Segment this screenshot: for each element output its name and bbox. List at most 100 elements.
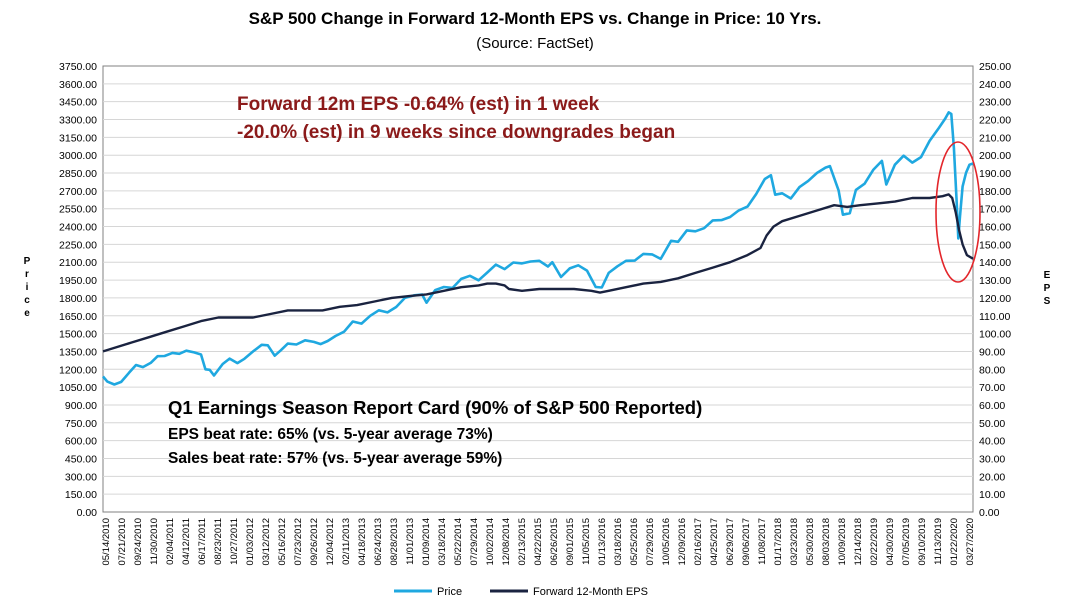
series-line-price (101, 111, 974, 386)
y-tick-label: 1950.00 (59, 275, 97, 287)
x-tick-label: 07/29/2014 (469, 518, 480, 566)
legend-label-price: Price (437, 586, 462, 598)
x-tick-label: 11/01/2013 (405, 518, 416, 565)
x-tick-label: 06/29/2017 (725, 518, 736, 566)
y2-tick-label: 50.00 (979, 418, 1005, 430)
x-tick-label: 04/30/2019 (885, 518, 896, 566)
y2-tick-label: 210.00 (979, 132, 1011, 144)
report-card-eps: EPS beat rate: 65% (vs. 5-year average 7… (168, 426, 493, 443)
x-tick-label: 11/08/2017 (757, 518, 768, 565)
y2-tick-label: 100.00 (979, 329, 1011, 341)
y-tick-label: 2250.00 (59, 239, 97, 251)
x-tick-label: 06/24/2013 (373, 518, 384, 566)
y2-tick-label: 160.00 (979, 222, 1011, 234)
y-axis-ticks: 0.00 150.00 300.00 450.00 600.00 750.00 900.00… (59, 61, 97, 519)
x-tick-label: 09/24/2010 (133, 518, 144, 566)
x-tick-label: 01/09/2014 (421, 518, 432, 566)
x-tick-label: 02/13/2015 (517, 518, 528, 566)
y2-tick-label: 180.00 (979, 186, 1011, 198)
series-line-eps (102, 193, 974, 353)
x-tick-label: 09/01/2015 (565, 518, 576, 566)
x-tick-label: 06/26/2015 (549, 518, 560, 566)
x-tick-label: 03/18/2016 (613, 518, 624, 566)
x-tick-label: 06/17/2011 (197, 518, 208, 565)
y2-tick-label: 190.00 (979, 168, 1011, 180)
x-tick-label: 07/29/2016 (645, 518, 656, 566)
y-tick-label: 300.00 (65, 471, 97, 483)
x-tick-label: 10/27/2011 (229, 518, 240, 565)
y2-tick-label: 10.00 (979, 489, 1005, 501)
x-tick-label: 08/23/2011 (213, 518, 224, 565)
y-tick-label: 0.00 (77, 507, 98, 519)
y-tick-label: 1350.00 (59, 346, 97, 358)
x-tick-label: 08/03/2018 (821, 518, 832, 566)
y2-tick-label: 240.00 (979, 79, 1011, 91)
x-tick-label: 05/22/2014 (453, 518, 464, 566)
annotation-eps-week: Forward 12m EPS -0.64% (est) in 1 week (237, 94, 600, 115)
y-tick-label: 3150.00 (59, 132, 97, 144)
y2-tick-label: 200.00 (979, 150, 1011, 162)
x-tick-label: 10/05/2016 (661, 518, 672, 566)
x-tick-label: 04/12/2011 (181, 518, 192, 565)
x-tick-label: 04/25/2017 (709, 518, 720, 566)
legend: Price Forward 12-Month EPS (394, 586, 648, 598)
y2-tick-label: 30.00 (979, 453, 1005, 465)
y2-tick-label: 90.00 (979, 346, 1005, 358)
y-tick-label: 3600.00 (59, 79, 97, 91)
y-axis-label-char: c (24, 295, 30, 306)
x-tick-label: 08/28/2013 (389, 518, 400, 566)
y2-tick-label: 70.00 (979, 382, 1005, 394)
y-tick-label: 1800.00 (59, 293, 97, 305)
x-tick-label: 01/22/2020 (949, 518, 960, 566)
y-axis-label-char: i (26, 282, 29, 293)
y-tick-label: 2700.00 (59, 186, 97, 198)
highlight-ellipse (935, 141, 981, 283)
x-tick-label: 11/30/2010 (149, 518, 160, 565)
y2-axis-label-char: P (1044, 283, 1051, 294)
x-tick-label: 04/22/2015 (533, 518, 544, 566)
x-tick-label: 03/12/2012 (261, 518, 272, 566)
y-tick-label: 1650.00 (59, 311, 97, 323)
report-card-sales: Sales beat rate: 57% (vs. 5-year average… (168, 450, 502, 467)
y2-tick-label: 80.00 (979, 364, 1005, 376)
y2-tick-label: 130.00 (979, 275, 1011, 287)
y-axis-label-char: r (25, 269, 29, 280)
x-tick-label: 12/08/2014 (501, 518, 512, 566)
gridlines (103, 83, 973, 495)
y2-axis-label-char: S (1044, 296, 1051, 307)
y2-tick-label: 150.00 (979, 239, 1011, 251)
y2-tick-label: 170.00 (979, 204, 1011, 216)
y2-axis-label: EPS (1044, 270, 1051, 307)
x-tick-label: 01/13/2016 (597, 518, 608, 566)
y-tick-label: 450.00 (65, 453, 97, 465)
y-tick-label: 3450.00 (59, 97, 97, 109)
x-tick-label: 12/14/2018 (853, 518, 864, 566)
y2-axis-ticks: 0.00 10.00 20.00 30.00 40.00 50.00 60.00 70.00 8… (979, 61, 1011, 519)
x-tick-label: 05/14/2010 (101, 518, 112, 566)
annotation-eps-downgrades: -20.0% (est) in 9 weeks since downgrades… (237, 122, 675, 143)
y2-tick-label: 250.00 (979, 61, 1011, 73)
y-axis-label-char: P (24, 256, 31, 267)
x-tick-label: 03/23/2018 (789, 518, 800, 566)
x-tick-label: 01/17/2018 (773, 518, 784, 566)
x-tick-label: 05/16/2012 (277, 518, 288, 566)
y-tick-label: 3300.00 (59, 115, 97, 127)
y2-tick-label: 60.00 (979, 400, 1005, 412)
y-axis-label-char: e (24, 308, 30, 319)
y2-tick-label: 40.00 (979, 436, 1005, 448)
x-tick-label: 12/04/2012 (325, 518, 336, 566)
y-tick-label: 1050.00 (59, 382, 97, 394)
y2-axis-label-char: E (1044, 270, 1051, 281)
x-tick-label: 07/23/2012 (293, 518, 304, 566)
x-tick-label: 02/22/2019 (869, 518, 880, 566)
y-tick-label: 2550.00 (59, 204, 97, 216)
y2-tick-label: 230.00 (979, 97, 1011, 109)
x-tick-label: 09/10/2019 (917, 518, 928, 566)
y2-tick-label: 220.00 (979, 115, 1011, 127)
x-tick-label: 09/06/2017 (741, 518, 752, 566)
x-tick-label: 07/21/2010 (117, 518, 128, 566)
y-tick-label: 2400.00 (59, 222, 97, 234)
x-tick-label: 05/25/2016 (629, 518, 640, 566)
chart-title: S&P 500 Change in Forward 12-Month EPS v… (249, 9, 822, 28)
